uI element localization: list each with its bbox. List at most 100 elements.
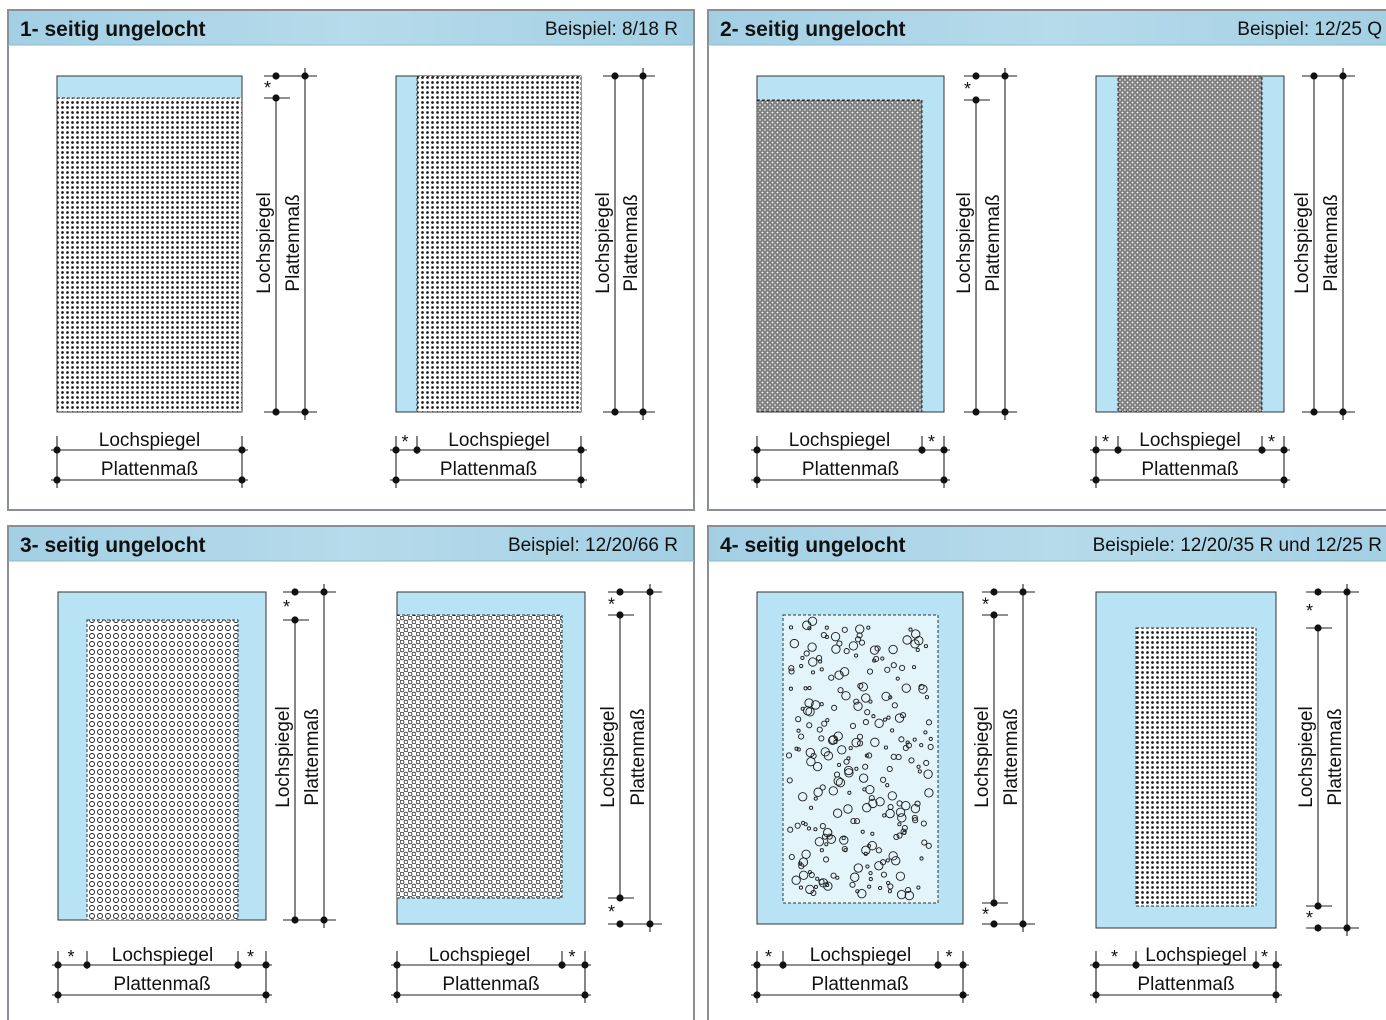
dimension-dot — [616, 611, 624, 619]
dimension-dot — [1092, 961, 1100, 969]
dimension-dot — [1310, 408, 1318, 416]
scatter-hole — [855, 624, 865, 634]
dimension-dot — [393, 991, 401, 999]
dimension-dot — [320, 916, 328, 924]
scatter-hole — [819, 784, 826, 791]
scatter-hole — [921, 839, 928, 846]
dimension-dot — [646, 920, 654, 928]
scatter-hole — [819, 702, 824, 707]
scatter-hole — [888, 851, 898, 861]
scatter-hole — [923, 759, 930, 767]
scatter-hole — [789, 638, 799, 649]
scatter-hole — [866, 843, 871, 848]
scatter-hole — [788, 853, 795, 861]
dimension-dot — [581, 991, 589, 999]
scatter-hole — [808, 657, 818, 667]
scatter-hole — [795, 716, 802, 723]
panel-title: 1- seitig ungelocht — [20, 18, 206, 41]
scatter-hole — [851, 738, 861, 748]
lochspiegel-label-vertical: Lochspiegel — [1296, 706, 1317, 807]
panel-header — [9, 11, 693, 45]
panel-3-boards: * Lochspiegel Plattenmaß * * Lochspiegel Platt… — [52, 584, 662, 1003]
dimension-dot — [934, 961, 942, 969]
scatter-hole — [841, 626, 848, 633]
plattenmass-label: Plattenmaß — [1141, 459, 1238, 480]
dimension-dot — [972, 72, 980, 80]
scatter-hole — [788, 625, 794, 630]
scatter-hole — [899, 664, 906, 671]
dimension-dot — [1314, 624, 1322, 632]
scatter-hole — [869, 645, 880, 655]
scatter-hole — [823, 856, 830, 863]
dimension-dot — [753, 961, 761, 969]
scatter-hole — [813, 796, 818, 801]
dimension-dot — [392, 446, 400, 454]
scatter-hole — [911, 665, 917, 670]
scatter-hole — [834, 670, 844, 680]
scatter-hole — [916, 885, 921, 890]
scatter-hole — [868, 871, 873, 876]
scatter-hole — [819, 848, 824, 853]
scatter-hole — [874, 718, 884, 728]
lochspiegel-label-vertical: Lochspiegel — [593, 192, 614, 293]
panel-header — [709, 11, 1386, 45]
scatter-hole — [896, 889, 907, 900]
dimension-dot — [1339, 72, 1347, 80]
dimension-dot — [616, 894, 624, 902]
scatter-hole — [890, 728, 895, 733]
dimension-dot — [238, 476, 246, 484]
lochspiegel-label-vertical: Lochspiegel — [254, 192, 275, 293]
scatter-hole — [868, 798, 878, 809]
star-marker-top: * — [982, 595, 989, 615]
scatter-hole — [885, 858, 890, 863]
star-marker-left: * — [1111, 947, 1118, 967]
scatter-hole — [886, 765, 893, 773]
scatter-hole — [891, 856, 901, 866]
dimension-dot — [577, 446, 585, 454]
scatter-hole — [908, 627, 913, 632]
dimension-dot — [940, 476, 948, 484]
scatter-hole — [862, 763, 869, 770]
dimension-dot — [413, 446, 421, 454]
plattenmass-label: Plattenmaß — [101, 459, 198, 480]
scatter-hole — [919, 743, 924, 748]
scatter-hole — [796, 728, 801, 733]
star-marker-left: * — [402, 432, 409, 452]
scatter-hole — [868, 877, 873, 882]
scatter-hole — [874, 861, 884, 871]
scatter-hole — [917, 769, 922, 774]
dimension-dot — [272, 408, 280, 416]
scatter-hole — [920, 820, 927, 827]
scatter-hole — [805, 747, 815, 758]
dimension-dot — [1314, 924, 1322, 932]
dimension-dot — [1272, 991, 1280, 999]
dimension-dot — [1092, 991, 1100, 999]
plattenmass-label: Plattenmaß — [1137, 974, 1234, 995]
scatter-hole — [912, 737, 917, 742]
dimension-dot — [753, 476, 761, 484]
scatter-hole — [871, 714, 876, 719]
scatter-hole — [856, 632, 863, 639]
dimension-dot — [1019, 588, 1027, 596]
dimension-dot — [959, 991, 967, 999]
scatter-hole — [802, 620, 812, 630]
scatter-hole — [853, 701, 863, 711]
scatter-hole — [806, 722, 813, 729]
scatter-hole — [818, 735, 825, 742]
scatter-hole — [814, 837, 825, 847]
dimension-dot — [291, 588, 299, 596]
scatter-hole — [824, 634, 829, 640]
scatter-hole — [884, 666, 891, 673]
panel-4-boards: * * Lochspiegel Plattenmaß * * Lochspiegel Plat… — [751, 584, 1359, 1003]
scatter-hole — [902, 830, 907, 835]
scatter-hole — [911, 629, 921, 639]
scatter-hole — [864, 753, 869, 758]
scatter-hole — [878, 885, 883, 891]
dimension-dot — [272, 72, 280, 80]
scatter-hole — [857, 889, 867, 899]
scatter-hole — [904, 890, 914, 901]
scatter-hole — [863, 851, 868, 856]
star-marker-right: * — [1261, 947, 1268, 967]
scatter-hole — [828, 735, 839, 745]
scatter-hole — [902, 744, 909, 752]
